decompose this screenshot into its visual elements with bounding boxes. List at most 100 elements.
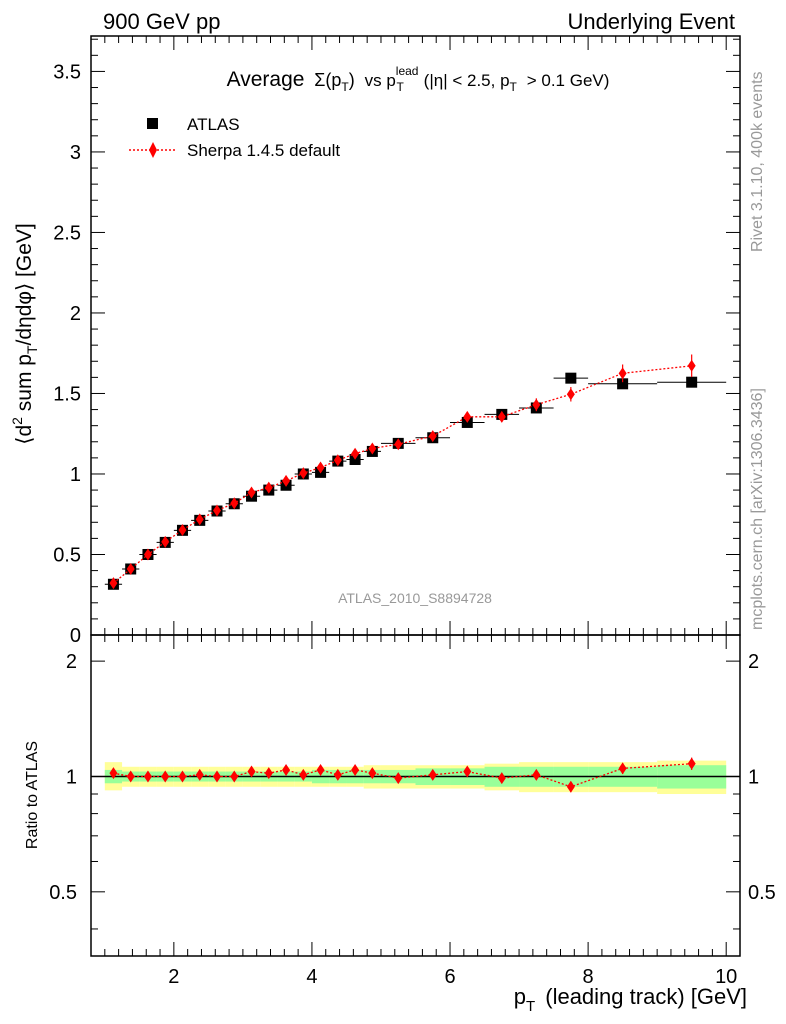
main-y-tick-label: 1.5 (53, 383, 81, 405)
sherpa-data-point (299, 467, 308, 480)
x-tick-label: 6 (444, 966, 455, 988)
sherpa-ratio-point (618, 762, 627, 775)
sherpa-data-point (143, 548, 152, 561)
main-panel: 00.511.522.533.5 Average Σ(pT) vs plead T… (4, 35, 741, 647)
sherpa-data-point (463, 410, 472, 423)
title-cuts: (|η| < 2.5, p (424, 71, 510, 90)
main-y-tick-label: 0 (70, 625, 81, 647)
x-tick-label: 10 (715, 966, 737, 988)
sherpa-ratio-point (264, 767, 273, 780)
sherpa-ratio-point (230, 770, 239, 783)
sherpa-data-point (532, 398, 541, 411)
title-cuts-end: > 0.1 GeV) (527, 71, 610, 90)
title-prefix: Average (227, 68, 305, 91)
x-axis-label: pT (leading track) [GeV] (514, 984, 747, 1016)
sherpa-data-point (428, 430, 437, 443)
sherpa-data-point (333, 454, 342, 467)
sherpa-ratio-point (195, 768, 204, 781)
sherpa-ratio-point (282, 763, 291, 776)
xlabel-rest: (leading track) [GeV] (545, 984, 747, 1009)
sherpa-ratio-point (333, 768, 342, 781)
sherpa-data-point (687, 359, 696, 372)
sherpa-data-point (368, 442, 377, 455)
atlas-data-point (686, 376, 698, 388)
sherpa-ratio-point (213, 770, 222, 783)
ylabel-sub: T (24, 345, 40, 354)
sherpa-ratio-point (299, 768, 308, 781)
x-tick-label: 4 (306, 966, 317, 988)
ylabel-b: sum p (13, 354, 36, 411)
main-y-tick-label: 1 (70, 464, 81, 486)
main-y-tick-label: 2.5 (53, 222, 81, 244)
sherpa-data-point (213, 504, 222, 517)
main-title: Average Σ(pT) vs plead T (|η| < 2.5, pT >… (227, 64, 610, 96)
ratio-y-tick-label-right: 1 (748, 766, 759, 788)
sherpa-ratio-point (368, 767, 377, 780)
sherpa-data-point (109, 577, 118, 590)
header-left-label: 900 GeV pp (103, 9, 220, 34)
ratio-y-tick-label-right: 0.5 (748, 882, 776, 904)
title-vs: vs p (365, 71, 396, 90)
ylabel-c: /dηdφ⟩ [GeV] (13, 223, 36, 345)
sherpa-data-point (351, 447, 360, 460)
ratio-y-tick-label-left: 1 (66, 766, 77, 788)
sherpa-ratio-point (178, 770, 187, 783)
x-tick-label: 8 (583, 966, 594, 988)
legend: ATLAS Sherpa 1.4.5 default (129, 115, 340, 160)
analysis-watermark: ATLAS_2010_S8894728 (338, 590, 492, 606)
title-sigma: Σ(p (314, 70, 341, 90)
sherpa-ratio-point (143, 770, 152, 783)
main-series (104, 354, 727, 590)
sherpa-ratio-point (428, 768, 437, 781)
sherpa-data-point (497, 410, 506, 423)
sherpa-ratio-point (161, 770, 170, 783)
sherpa-data-point (618, 367, 627, 380)
ylabel-a: ⟨d (13, 425, 36, 445)
sherpa-ratio-point (687, 757, 696, 770)
sherpa-data-point (230, 497, 239, 510)
title-lead-sup: lead (396, 64, 419, 78)
ratio-series (109, 757, 696, 793)
sherpa-data-point (247, 486, 256, 499)
header-right-label: Underlying Event (567, 9, 735, 34)
title-sigma-sub: T (341, 80, 349, 94)
title-cuts-sub: T (510, 80, 518, 94)
main-y-tick-label: 2 (70, 303, 81, 325)
legend-atlas-label: ATLAS (187, 115, 240, 134)
sherpa-ratio-point (126, 770, 135, 783)
main-axis-ticks: 0 0.5 1 1.5 2 2.5 3 3.5 (53, 36, 740, 647)
sherpa-data-point (394, 438, 403, 451)
legend-sherpa-marker (149, 142, 157, 158)
sherpa-data-point (161, 535, 170, 548)
sherpa-data-point (264, 481, 273, 494)
sherpa-ratio-point (394, 772, 403, 785)
sherpa-data-point (566, 388, 575, 401)
sherpa-data-point (126, 562, 135, 575)
legend-sherpa-label: Sherpa 1.4.5 default (187, 141, 340, 160)
x-tick-label: 2 (168, 966, 179, 988)
atlas-data-point (617, 378, 629, 390)
rivet-label: Rivet 3.1.10, 400k events (749, 71, 766, 252)
sherpa-ratio-point (247, 765, 256, 778)
sherpa-data-point (178, 524, 187, 537)
ratio-y-tick-label-left: 0.5 (49, 882, 77, 904)
title-lead-sub: T (396, 80, 404, 94)
ylabel-sup: 2 (9, 417, 25, 425)
mcplots-label: mcplots.cern.ch [arXiv:1306.3436] (749, 388, 766, 630)
ratio-y-tick-label-right: 2 (748, 651, 759, 673)
ratio-panel: 0.5 0.5 1 1 2 2 2 4 6 8 10 Ratio to ATLAS pT (lead… (24, 634, 776, 1016)
main-y-tick-label: 0.5 (53, 544, 81, 566)
main-y-axis-label: ⟨d2 sum pT/dηdφ⟩ [GeV] (4, 223, 40, 444)
ratio-frame (90, 634, 741, 957)
main-y-tick-label: 3.5 (53, 61, 81, 83)
xlabel-p: p (514, 984, 526, 1009)
sherpa-data-point (316, 461, 325, 474)
sherpa-ratio-point (351, 763, 360, 776)
sherpa-data-point (195, 513, 204, 526)
sherpa-data-point (282, 474, 291, 487)
sherpa-ratio-point (316, 763, 325, 776)
sherpa-ratio-line (113, 763, 692, 788)
ratio-y-tick-label-left: 2 (66, 651, 77, 673)
sherpa-ratio-point (109, 767, 118, 780)
